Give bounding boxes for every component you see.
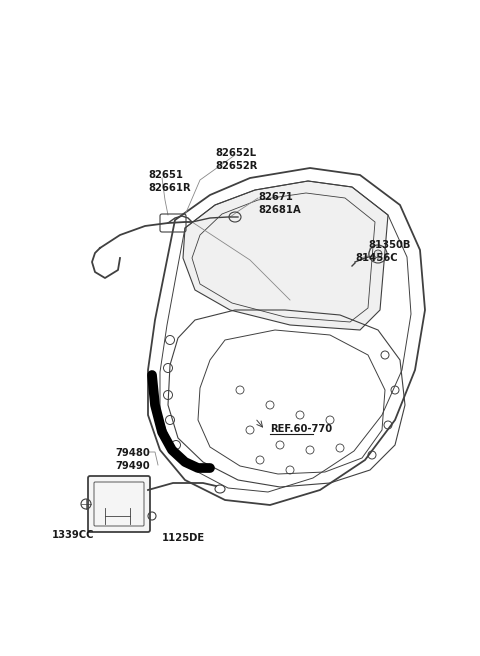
Text: 79490: 79490 (115, 461, 150, 471)
Text: 81456C: 81456C (355, 253, 397, 263)
Text: 82651: 82651 (148, 170, 183, 180)
Text: 1339CC: 1339CC (52, 530, 95, 540)
Text: 82671: 82671 (258, 192, 293, 202)
Text: REF.60-770: REF.60-770 (270, 424, 332, 434)
Text: 82652L: 82652L (215, 148, 256, 158)
Circle shape (374, 250, 382, 258)
Text: 81350B: 81350B (368, 240, 410, 250)
Text: 79480: 79480 (115, 448, 150, 458)
Text: 1125DE: 1125DE (162, 533, 205, 543)
Text: 82681A: 82681A (258, 205, 301, 215)
FancyBboxPatch shape (88, 476, 150, 532)
Text: 82652R: 82652R (215, 161, 257, 171)
Text: 82661R: 82661R (148, 183, 191, 193)
Polygon shape (183, 181, 388, 330)
